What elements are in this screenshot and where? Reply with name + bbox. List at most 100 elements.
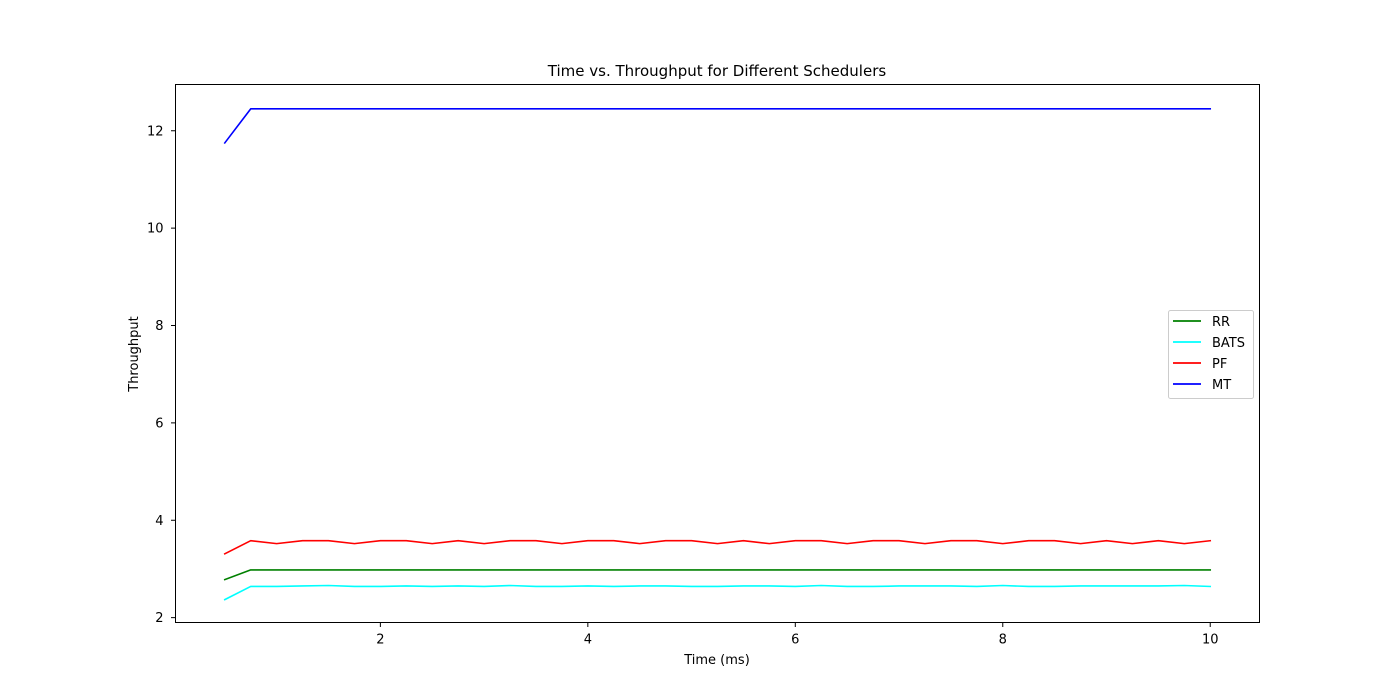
data-point	[1131, 107, 1134, 110]
data-point	[898, 568, 901, 571]
data-point	[379, 107, 382, 110]
data-point	[1053, 585, 1056, 588]
data-point	[353, 542, 356, 545]
data-point	[664, 568, 667, 571]
legend-box	[1168, 310, 1254, 399]
series-line-pf	[223, 539, 1212, 555]
legend-item-mt: MT	[1173, 378, 1231, 393]
data-point	[275, 585, 278, 588]
data-point	[975, 585, 978, 588]
series-layer	[223, 107, 1212, 601]
data-point	[638, 542, 641, 545]
data-point	[509, 584, 512, 587]
data-point	[431, 107, 434, 110]
data-point	[327, 107, 330, 110]
data-point	[1105, 584, 1108, 587]
data-point	[586, 539, 589, 542]
data-point	[1053, 568, 1056, 571]
y-tick-label: 8	[155, 319, 163, 334]
y-tick-label: 10	[147, 222, 164, 237]
y-tick-label: 4	[155, 514, 163, 529]
data-point	[405, 107, 408, 110]
data-point	[664, 584, 667, 587]
data-point	[820, 539, 823, 542]
data-point	[223, 141, 226, 144]
data-point	[509, 568, 512, 571]
x-tick-label: 8	[999, 633, 1007, 648]
data-point	[794, 568, 797, 571]
data-point	[820, 584, 823, 587]
data-point	[275, 107, 278, 110]
data-point	[483, 585, 486, 588]
data-point	[1157, 107, 1160, 110]
data-point	[716, 107, 719, 110]
data-point	[1079, 568, 1082, 571]
data-point	[975, 107, 978, 110]
data-point	[1183, 107, 1186, 110]
data-point	[768, 584, 771, 587]
data-point	[949, 584, 952, 587]
data-point	[742, 107, 745, 110]
data-point	[1105, 107, 1108, 110]
data-point	[353, 585, 356, 588]
series-rr	[223, 568, 1212, 581]
series-pf	[223, 539, 1212, 555]
data-point	[457, 584, 460, 587]
data-point	[483, 568, 486, 571]
data-point	[1001, 107, 1004, 110]
data-point	[301, 107, 304, 110]
chart-title: Time vs. Throughput for Different Schedu…	[547, 62, 887, 80]
data-point	[483, 542, 486, 545]
data-point	[457, 107, 460, 110]
data-point	[1157, 539, 1160, 542]
data-point	[742, 584, 745, 587]
data-point	[690, 568, 693, 571]
data-point	[327, 539, 330, 542]
data-point	[638, 584, 641, 587]
data-point	[1209, 107, 1212, 110]
data-point	[1209, 568, 1212, 571]
data-point	[1183, 542, 1186, 545]
data-point	[275, 568, 278, 571]
data-point	[509, 539, 512, 542]
data-point	[794, 107, 797, 110]
data-point	[1027, 585, 1030, 588]
data-point	[1027, 568, 1030, 571]
data-point	[379, 539, 382, 542]
series-line-mt	[223, 108, 1212, 145]
data-point	[716, 585, 719, 588]
data-point	[612, 568, 615, 571]
legend-label: PF	[1212, 357, 1227, 372]
data-point	[923, 568, 926, 571]
y-axis-label: Throughput	[127, 316, 142, 393]
data-point	[898, 107, 901, 110]
data-point	[1053, 107, 1056, 110]
data-point	[716, 542, 719, 545]
data-point	[223, 552, 226, 555]
data-point	[768, 542, 771, 545]
data-point	[1183, 584, 1186, 587]
data-point	[223, 598, 226, 601]
legend-label: MT	[1212, 378, 1231, 393]
data-point	[1131, 542, 1134, 545]
data-point	[560, 585, 563, 588]
data-point	[405, 539, 408, 542]
data-point	[353, 568, 356, 571]
y-tick-label: 2	[155, 611, 163, 626]
data-point	[949, 107, 952, 110]
data-point	[1027, 107, 1030, 110]
x-tick-label: 10	[1202, 633, 1219, 648]
series-mt	[223, 107, 1212, 145]
data-point	[1209, 539, 1212, 542]
data-point	[301, 539, 304, 542]
data-point	[586, 568, 589, 571]
data-point	[301, 584, 304, 587]
data-point	[898, 584, 901, 587]
data-point	[379, 585, 382, 588]
data-point	[846, 542, 849, 545]
x-axis: 2 4 6 8 10	[376, 622, 1219, 648]
data-point	[457, 568, 460, 571]
data-point	[327, 568, 330, 571]
